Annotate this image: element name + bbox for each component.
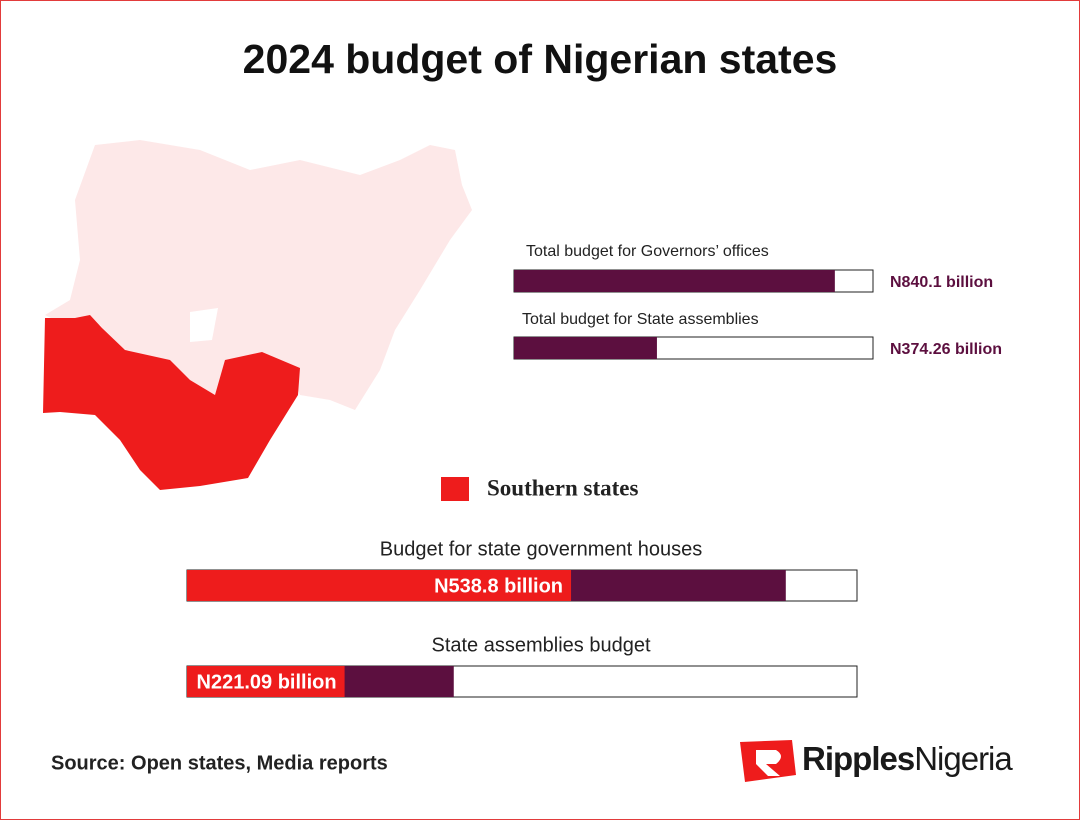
value-label: N374.26 billion [890,341,1002,358]
value-label: N538.8 billion [434,575,563,597]
charts: Total budget for Governors’ offices N840.… [186,243,1002,698]
brand-bold: Ripples [802,740,914,777]
northern-states [45,140,472,410]
bar-label: State assemblies budget [431,634,650,656]
bar [514,337,657,359]
brand-light: Nigeria [914,740,1013,777]
value-label: N221.09 billion [197,671,337,693]
brand: RipplesNigeria [802,740,1013,777]
bar [514,270,835,292]
southern-states [43,315,300,490]
value-label: N840.1 billion [890,274,993,291]
legend-swatch [441,477,469,501]
title: 2024 budget of Nigerian states [243,36,838,82]
bar-label: Budget for state government houses [380,538,702,560]
source: Source: Open states, Media reports [51,752,388,774]
legend-label: Southern states [487,475,638,500]
southern-bar [187,666,345,697]
logo-glyph [756,750,781,776]
fct [190,308,218,342]
logo: RipplesNigeria [740,740,1014,782]
bar-label: Total budget for State assemblies [522,311,759,328]
map [43,140,472,490]
southern-bar [187,570,572,601]
bar-label: Total budget for Governors’ offices [526,243,769,260]
